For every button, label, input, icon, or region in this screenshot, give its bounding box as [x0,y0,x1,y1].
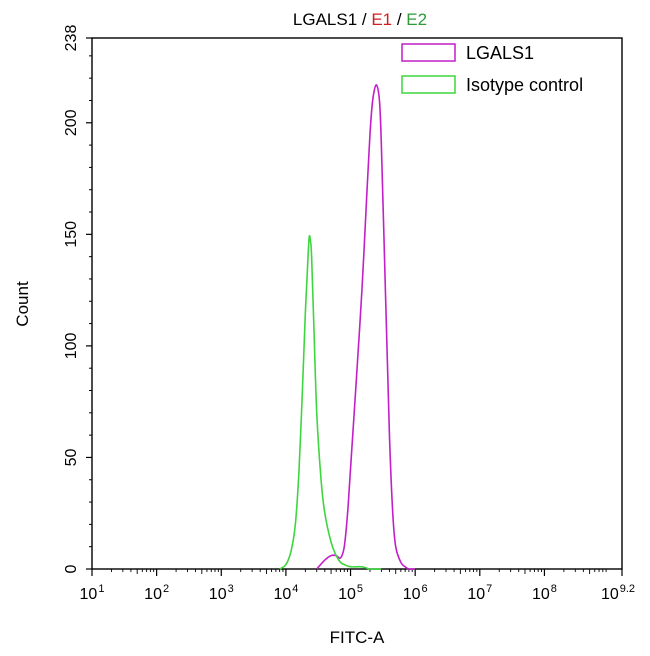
title-part-1: / [357,10,371,29]
y-axis-title: Count [13,281,32,327]
plot-area [91,37,623,570]
y-tick-label: 100 [63,332,80,359]
title-part-2: E1 [371,10,392,29]
title-part-4: E2 [406,10,427,29]
y-tick-label: 200 [63,109,80,136]
legend-label: Isotype control [466,75,583,95]
y-tick-label: 150 [63,221,80,248]
legend-swatch [401,75,456,94]
x-tick-label: 101 [80,583,105,603]
y-tick-label: 238 [63,25,80,52]
x-tick-label: 105 [338,583,363,603]
x-tick-label: 109.2 [601,583,635,603]
x-axis-title: FITC-A [330,628,385,647]
y-axis-ticks: 0 50 100 150 200 238 [63,25,92,573]
series-layer [279,84,416,570]
x-axis-ticks: 101 102 103 104 105 106 107 108 109.2 [80,569,635,603]
series-line-isotype-control [279,234,382,570]
x-tick-label: 107 [467,583,492,603]
x-tick-label: 103 [209,583,234,603]
title-part-0: LGALS1 [293,10,357,29]
x-tick-label: 104 [273,583,298,603]
legend: LGALS1 Isotype control [401,43,583,95]
legend-swatch [401,43,456,62]
chart-title: LGALS1 / E1 / E2 [293,10,427,29]
legend-label: LGALS1 [466,43,534,63]
x-tick-label: 106 [403,583,428,603]
title-part-3: / [392,10,406,29]
x-tick-label: 102 [144,583,169,603]
series-line-lgals1 [316,84,416,570]
x-tick-label: 108 [532,583,557,603]
y-tick-label: 0 [63,564,80,573]
y-tick-label: 50 [63,448,80,466]
